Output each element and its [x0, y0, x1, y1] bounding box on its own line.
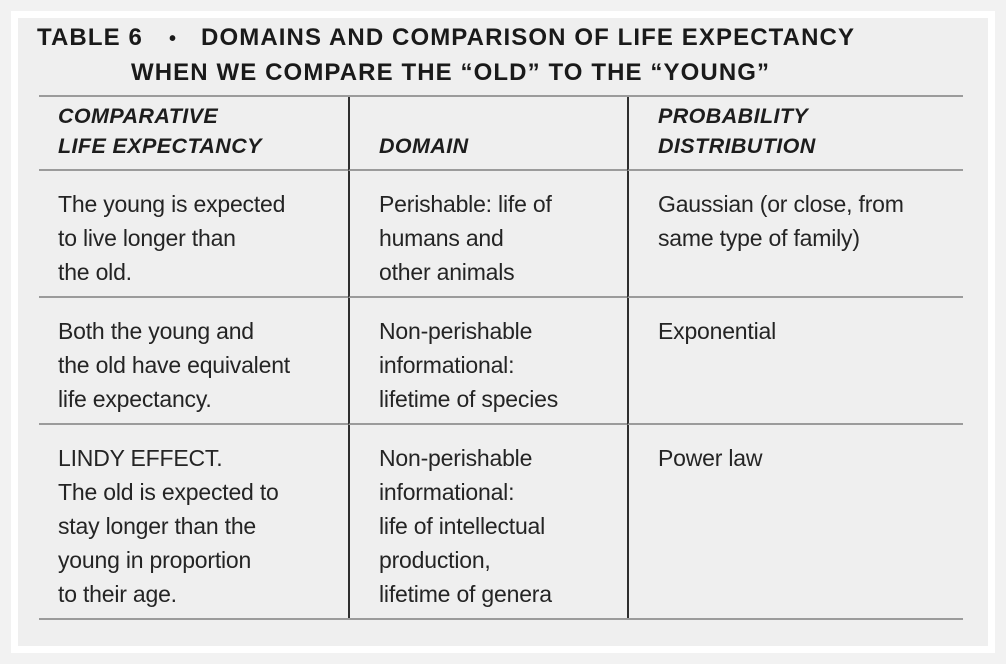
- table-title-line2: WHEN WE COMPARE THE “OLD” TO THE “YOUNG”: [131, 59, 771, 86]
- column-header-comparative-life-expectancy: COMPARATIVE LIFE EXPECTANCY: [39, 97, 348, 171]
- cell-row1-comparative-life-expectancy: The young is expected to live longer tha…: [39, 171, 348, 298]
- cell-row3-comparative-life-expectancy: LINDY EFFECT. The old is expected to sta…: [58, 445, 279, 607]
- table-title-text: DOMAINS AND COMPARISON OF LIFE EXPECTANC…: [201, 24, 856, 51]
- table-number-label: TABLE 6: [37, 24, 143, 51]
- page-panel: TABLE 6 • DOMAINS AND COMPARISON OF LIFE…: [11, 11, 995, 653]
- table-title: TABLE 6 • DOMAINS AND COMPARISON OF LIFE…: [18, 18, 988, 89]
- column-header-probability-distribution: PROBABILITY DISTRIBUTION: [627, 97, 963, 171]
- cell-row2-comparative-life-expectancy: Both the young and the old have equivale…: [39, 298, 348, 425]
- table-title-line1: TABLE 6 • DOMAINS AND COMPARISON OF LIFE…: [37, 21, 988, 56]
- cell-row1-probability-distribution: Gaussian (or close, from same type of fa…: [627, 171, 963, 298]
- bullet-icon: •: [168, 28, 178, 50]
- column-header-domain: DOMAIN: [348, 97, 627, 171]
- cell-row1-domain: Perishable: life of humans and other ani…: [348, 171, 627, 298]
- cell-row3-probability-distribution: Power law: [627, 425, 963, 618]
- cell-row2-probability-distribution: Exponential: [627, 298, 963, 425]
- cell-row2-domain: Non-perishable informational: lifetime o…: [348, 298, 627, 425]
- table: COMPARATIVE LIFE EXPECTANCY DOMAIN PROBA…: [39, 95, 963, 620]
- table-grid: COMPARATIVE LIFE EXPECTANCY DOMAIN PROBA…: [39, 97, 963, 618]
- cell-row3-domain: Non-perishable informational: life of in…: [348, 425, 627, 618]
